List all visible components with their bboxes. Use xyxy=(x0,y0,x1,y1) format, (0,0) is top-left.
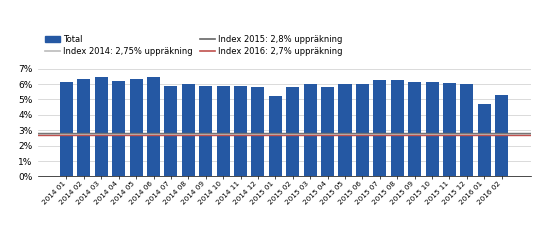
Bar xyxy=(304,84,317,176)
Bar xyxy=(251,87,264,176)
Bar xyxy=(356,84,369,176)
Bar xyxy=(130,79,143,176)
Bar xyxy=(443,83,456,176)
Bar xyxy=(321,87,334,176)
Bar xyxy=(60,83,73,176)
Bar xyxy=(339,84,352,176)
Legend: Total, Index 2014: 2,75% uppräkning, Index 2015: 2,8% uppräkning, Index 2016: 2,: Total, Index 2014: 2,75% uppräkning, Ind… xyxy=(42,32,346,59)
Bar xyxy=(408,83,421,176)
Bar xyxy=(373,80,386,176)
Bar xyxy=(199,86,212,176)
Bar xyxy=(77,79,91,176)
Bar xyxy=(426,83,438,176)
Bar xyxy=(460,84,473,176)
Bar xyxy=(234,86,247,176)
Bar xyxy=(391,80,404,176)
Bar xyxy=(478,104,491,176)
Bar xyxy=(495,95,508,176)
Bar xyxy=(112,81,125,176)
Bar xyxy=(147,77,160,176)
Bar xyxy=(165,86,177,176)
Bar xyxy=(182,84,195,176)
Bar xyxy=(95,77,108,176)
Bar xyxy=(217,86,229,176)
Bar xyxy=(286,87,299,176)
Bar xyxy=(269,96,282,176)
